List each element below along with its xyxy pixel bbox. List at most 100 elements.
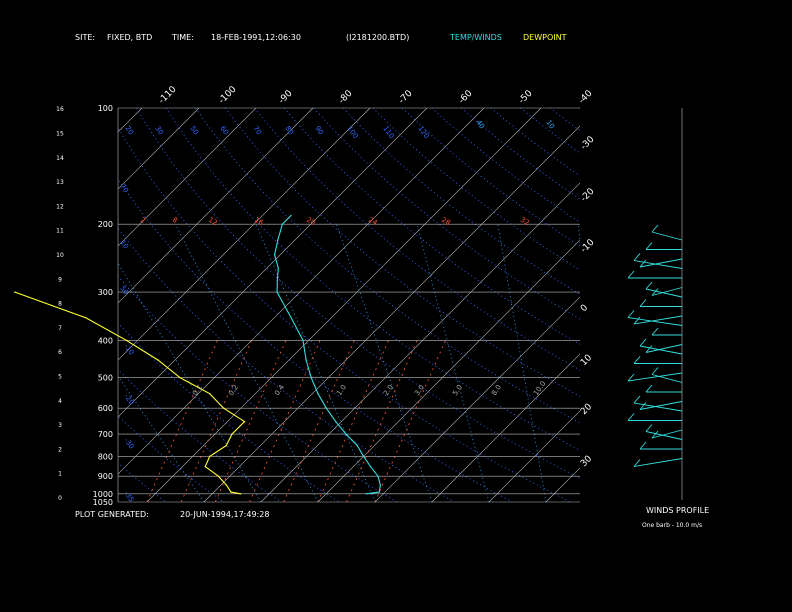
- height-tick-label: 9: [58, 276, 62, 283]
- isotherm-line: [146, 108, 542, 502]
- potential-temp-label: 90: [313, 125, 325, 137]
- potential-temp-label: 70: [118, 183, 130, 195]
- wind-barb: [633, 458, 683, 467]
- plot-generated-label: PLOT GENERATED:: [75, 510, 149, 519]
- height-tick-label: 2: [58, 446, 62, 453]
- site-label: SITE:: [75, 33, 96, 42]
- isotherm-label: -30: [579, 134, 597, 152]
- dewpoint-trace-point: [209, 455, 211, 458]
- temperature-trace-point: [335, 420, 337, 423]
- wind-barb: [633, 402, 683, 412]
- potential-temp-label: 100: [345, 125, 359, 141]
- isotherm-line: [374, 296, 580, 502]
- pressure-tick-label: 1050: [93, 498, 113, 507]
- potential-temp-label: 120: [416, 125, 430, 141]
- wind-barb-flag: [627, 373, 635, 382]
- dry-adiabat: [609, 108, 792, 502]
- temperature-trace-point: [325, 407, 327, 409]
- dry-adiabat: [195, 108, 580, 424]
- isotherm-line: [118, 108, 371, 361]
- mixing-ratio-line: [346, 340, 418, 502]
- height-tick-label: 3: [58, 422, 62, 429]
- isotherm-label: -70: [397, 88, 415, 106]
- height-tick-label: 10: [56, 252, 64, 259]
- wind-barb-flag: [627, 413, 635, 421]
- mixing-ratio-label: 32: [519, 216, 531, 227]
- isotherm-label: -20: [579, 186, 597, 204]
- height-tick-label: 4: [58, 398, 62, 405]
- dewpoint-trace-point: [225, 484, 228, 486]
- isotherm-label: 30: [579, 454, 594, 469]
- height-tick-label: 8: [58, 301, 62, 308]
- dewpoint-trace-point: [14, 291, 16, 293]
- legend-dewpoint: DEWPOINT: [523, 33, 567, 42]
- wind-barb-flag: [645, 281, 653, 290]
- mixing-ratio-label: 12: [207, 216, 219, 227]
- temperature-trace-point: [379, 484, 382, 486]
- wind-barb-flag: [651, 327, 659, 336]
- time-label: TIME:: [172, 33, 194, 42]
- temperature-trace-point: [302, 339, 304, 341]
- temperature-trace-point: [356, 444, 358, 447]
- pressure-tick-label: 400: [98, 336, 113, 345]
- wind-barb-flag: [645, 424, 653, 432]
- isotherm-line: [603, 108, 792, 502]
- temperature-trace-point: [365, 493, 367, 495]
- potential-temp-label: 30: [153, 125, 165, 137]
- height-tick-label: 12: [56, 203, 64, 210]
- temperature-trace-point: [277, 239, 279, 241]
- isotherm-label: -90: [277, 88, 295, 106]
- isotherm-line: [118, 108, 143, 133]
- mixing-ratio-label: 2.0: [382, 383, 395, 397]
- isotherm-label: -60: [457, 88, 475, 106]
- dry-adiabat: [165, 108, 580, 451]
- dry-adiabat: [254, 108, 580, 371]
- temperature-trace-point: [310, 377, 312, 379]
- dewpoint-trace-point: [231, 433, 233, 435]
- dry-adiabat: [136, 108, 580, 479]
- potential-temp-label: -35: [122, 490, 135, 504]
- temperature-trace-point: [276, 291, 278, 293]
- pressure-tick-label: 1000: [93, 490, 113, 499]
- height-tick-label: 1: [58, 471, 62, 478]
- height-tick-label: 0: [58, 495, 62, 502]
- temperature-trace-point: [290, 214, 292, 217]
- dewpoint-trace-point: [125, 339, 128, 341]
- height-tick-label: 13: [56, 179, 64, 186]
- dry-adiabat: [224, 108, 580, 397]
- mixing-ratio-label: 5.0: [451, 383, 464, 397]
- wind-barb-flag: [645, 242, 653, 250]
- height-tick-label: 16: [56, 106, 64, 113]
- wind-barb: [639, 345, 683, 355]
- mixing-ratio-line: [215, 340, 287, 502]
- wind-barb-flag: [645, 345, 653, 353]
- wind-barb-flag: [639, 338, 647, 347]
- temperature-trace-point: [317, 393, 319, 395]
- dewpoint-trace-point: [243, 420, 246, 423]
- wind-barb-flag: [639, 299, 647, 307]
- isotherm-line: [260, 182, 580, 502]
- site-value: FIXED, BTD: [107, 33, 153, 42]
- dewpoint-trace-point: [204, 465, 206, 468]
- temperature-trace-point: [362, 455, 365, 458]
- wind-barb: [639, 258, 683, 268]
- moist-adiabat: [118, 262, 262, 502]
- dewpoint-trace-point: [225, 444, 227, 447]
- potential-temp-label: 10: [118, 239, 130, 251]
- isotherm-line: [118, 108, 200, 190]
- mixing-ratio-label: 0.1: [191, 383, 204, 397]
- isotherm-line: [488, 410, 580, 502]
- pressure-tick-label: 800: [98, 452, 113, 461]
- pressure-tick-label: 500: [98, 374, 113, 383]
- wind-barb: [627, 317, 683, 326]
- temperature-trace-point: [290, 317, 292, 319]
- isotherm-label: 20: [579, 402, 594, 417]
- wind-barb-flag: [633, 459, 641, 467]
- dry-adiabat: [579, 108, 580, 109]
- temperature-trace-point: [345, 433, 347, 435]
- height-tick-label: 7: [58, 325, 62, 332]
- isotherm-line: [203, 125, 580, 502]
- pressure-tick-label: 100: [98, 104, 113, 113]
- temperature-trace-point: [378, 491, 380, 493]
